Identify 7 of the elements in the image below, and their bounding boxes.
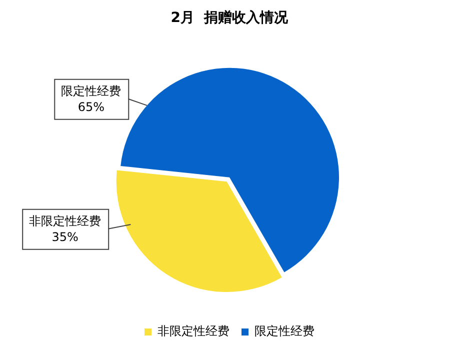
data-label: 65%: [78, 100, 104, 114]
legend-label: 非限定性经费: [158, 324, 230, 338]
legend-label: 限定性经费: [254, 324, 314, 338]
slice-label: 限定性经费: [61, 84, 122, 98]
slice-label: 非限定性经费: [29, 214, 102, 228]
chart-title: 2月 捐赠收入情况: [170, 9, 290, 26]
data-label: 35%: [52, 230, 78, 244]
